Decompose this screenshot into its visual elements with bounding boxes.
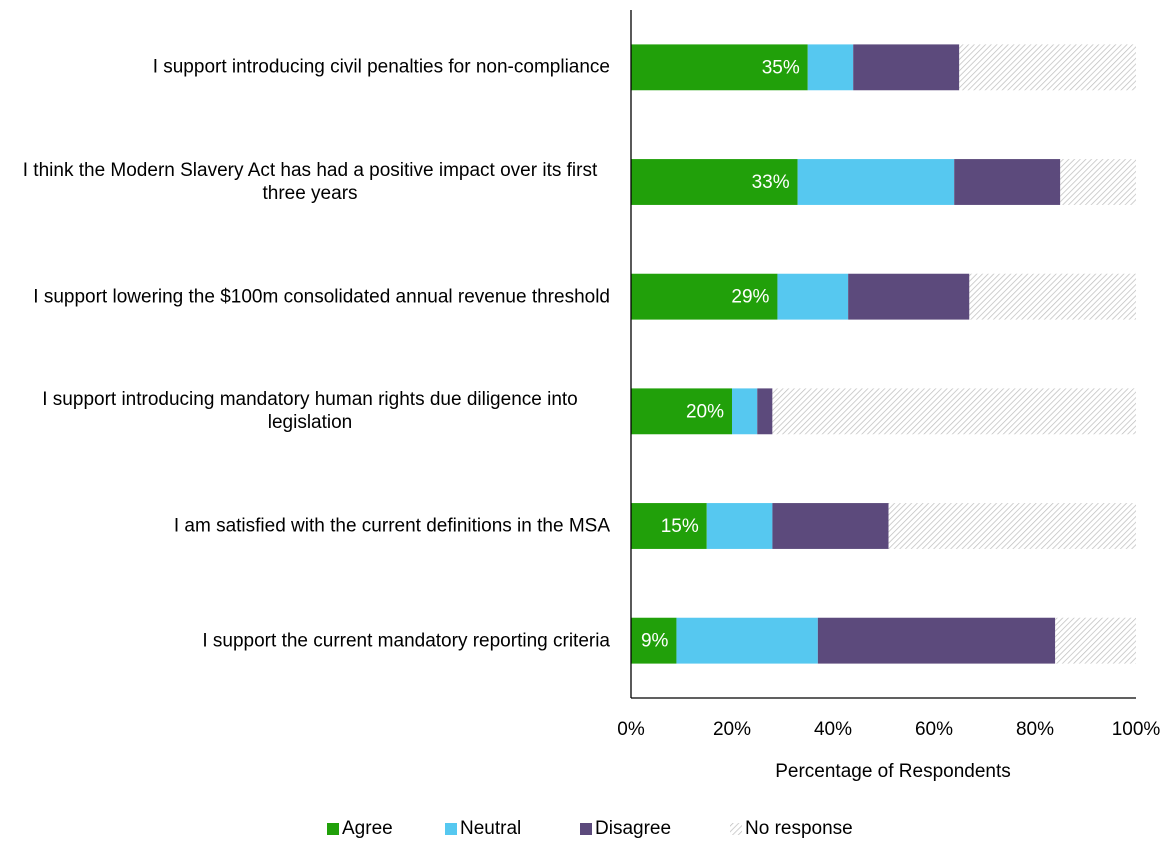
bar-segment xyxy=(631,44,808,91)
bar-segment xyxy=(777,273,849,320)
bar-segment xyxy=(631,159,798,205)
bar-segment xyxy=(631,273,778,320)
bar-segment xyxy=(631,617,677,664)
x-tick-label: 100% xyxy=(1112,719,1161,740)
category-label: I support lowering the $100m consolidate… xyxy=(33,286,610,308)
bar-segment xyxy=(676,617,818,664)
category-label: I support introducing mandatory human ri… xyxy=(42,389,578,434)
x-tick-label: 0% xyxy=(617,719,645,740)
bar-segment xyxy=(706,503,773,549)
bar-segment xyxy=(888,503,1136,549)
legend-swatch xyxy=(730,823,742,835)
bar-segment xyxy=(848,273,970,320)
data-label: 15% xyxy=(661,516,699,537)
bar-segment xyxy=(1060,159,1136,205)
legend-label: No response xyxy=(745,818,853,839)
legend-label: Neutral xyxy=(460,818,521,839)
category-label: I am satisfied with the current definiti… xyxy=(173,515,610,537)
x-tick-label: 40% xyxy=(814,719,852,740)
bar-segment xyxy=(757,388,773,435)
x-axis-title: Percentage of Respondents xyxy=(775,761,1011,782)
legend-label: Agree xyxy=(342,818,393,839)
bar-segment xyxy=(969,273,1136,320)
data-label: 35% xyxy=(762,57,800,78)
bar-segment xyxy=(732,388,758,435)
x-tick-label: 80% xyxy=(1016,719,1054,740)
legend-swatch xyxy=(445,823,457,835)
bar-segment xyxy=(631,388,732,435)
legend-swatch xyxy=(327,823,339,835)
legend-swatch xyxy=(580,823,592,835)
legend-label: Disagree xyxy=(595,818,671,839)
category-label: I support the current mandatory reportin… xyxy=(202,630,610,652)
bar-segment xyxy=(1055,617,1136,664)
bar-segment xyxy=(772,388,1136,435)
bar-segment xyxy=(954,159,1061,205)
bar-segment xyxy=(853,44,960,91)
x-tick-label: 20% xyxy=(713,719,751,740)
data-label: 29% xyxy=(731,287,769,308)
category-label: I think the Modern Slavery Act has had a… xyxy=(22,160,598,204)
data-label: 9% xyxy=(641,631,669,652)
bar-segment xyxy=(959,44,1136,91)
data-label: 20% xyxy=(686,401,724,422)
data-label: 33% xyxy=(752,172,790,193)
bar-segment xyxy=(797,159,955,205)
x-tick-label: 60% xyxy=(915,719,953,740)
bar-segment xyxy=(772,503,889,549)
bar-segment xyxy=(817,617,1056,664)
bar-segment xyxy=(807,44,854,91)
category-label: I support introducing civil penalties fo… xyxy=(152,56,610,78)
bar-segment xyxy=(631,503,707,549)
